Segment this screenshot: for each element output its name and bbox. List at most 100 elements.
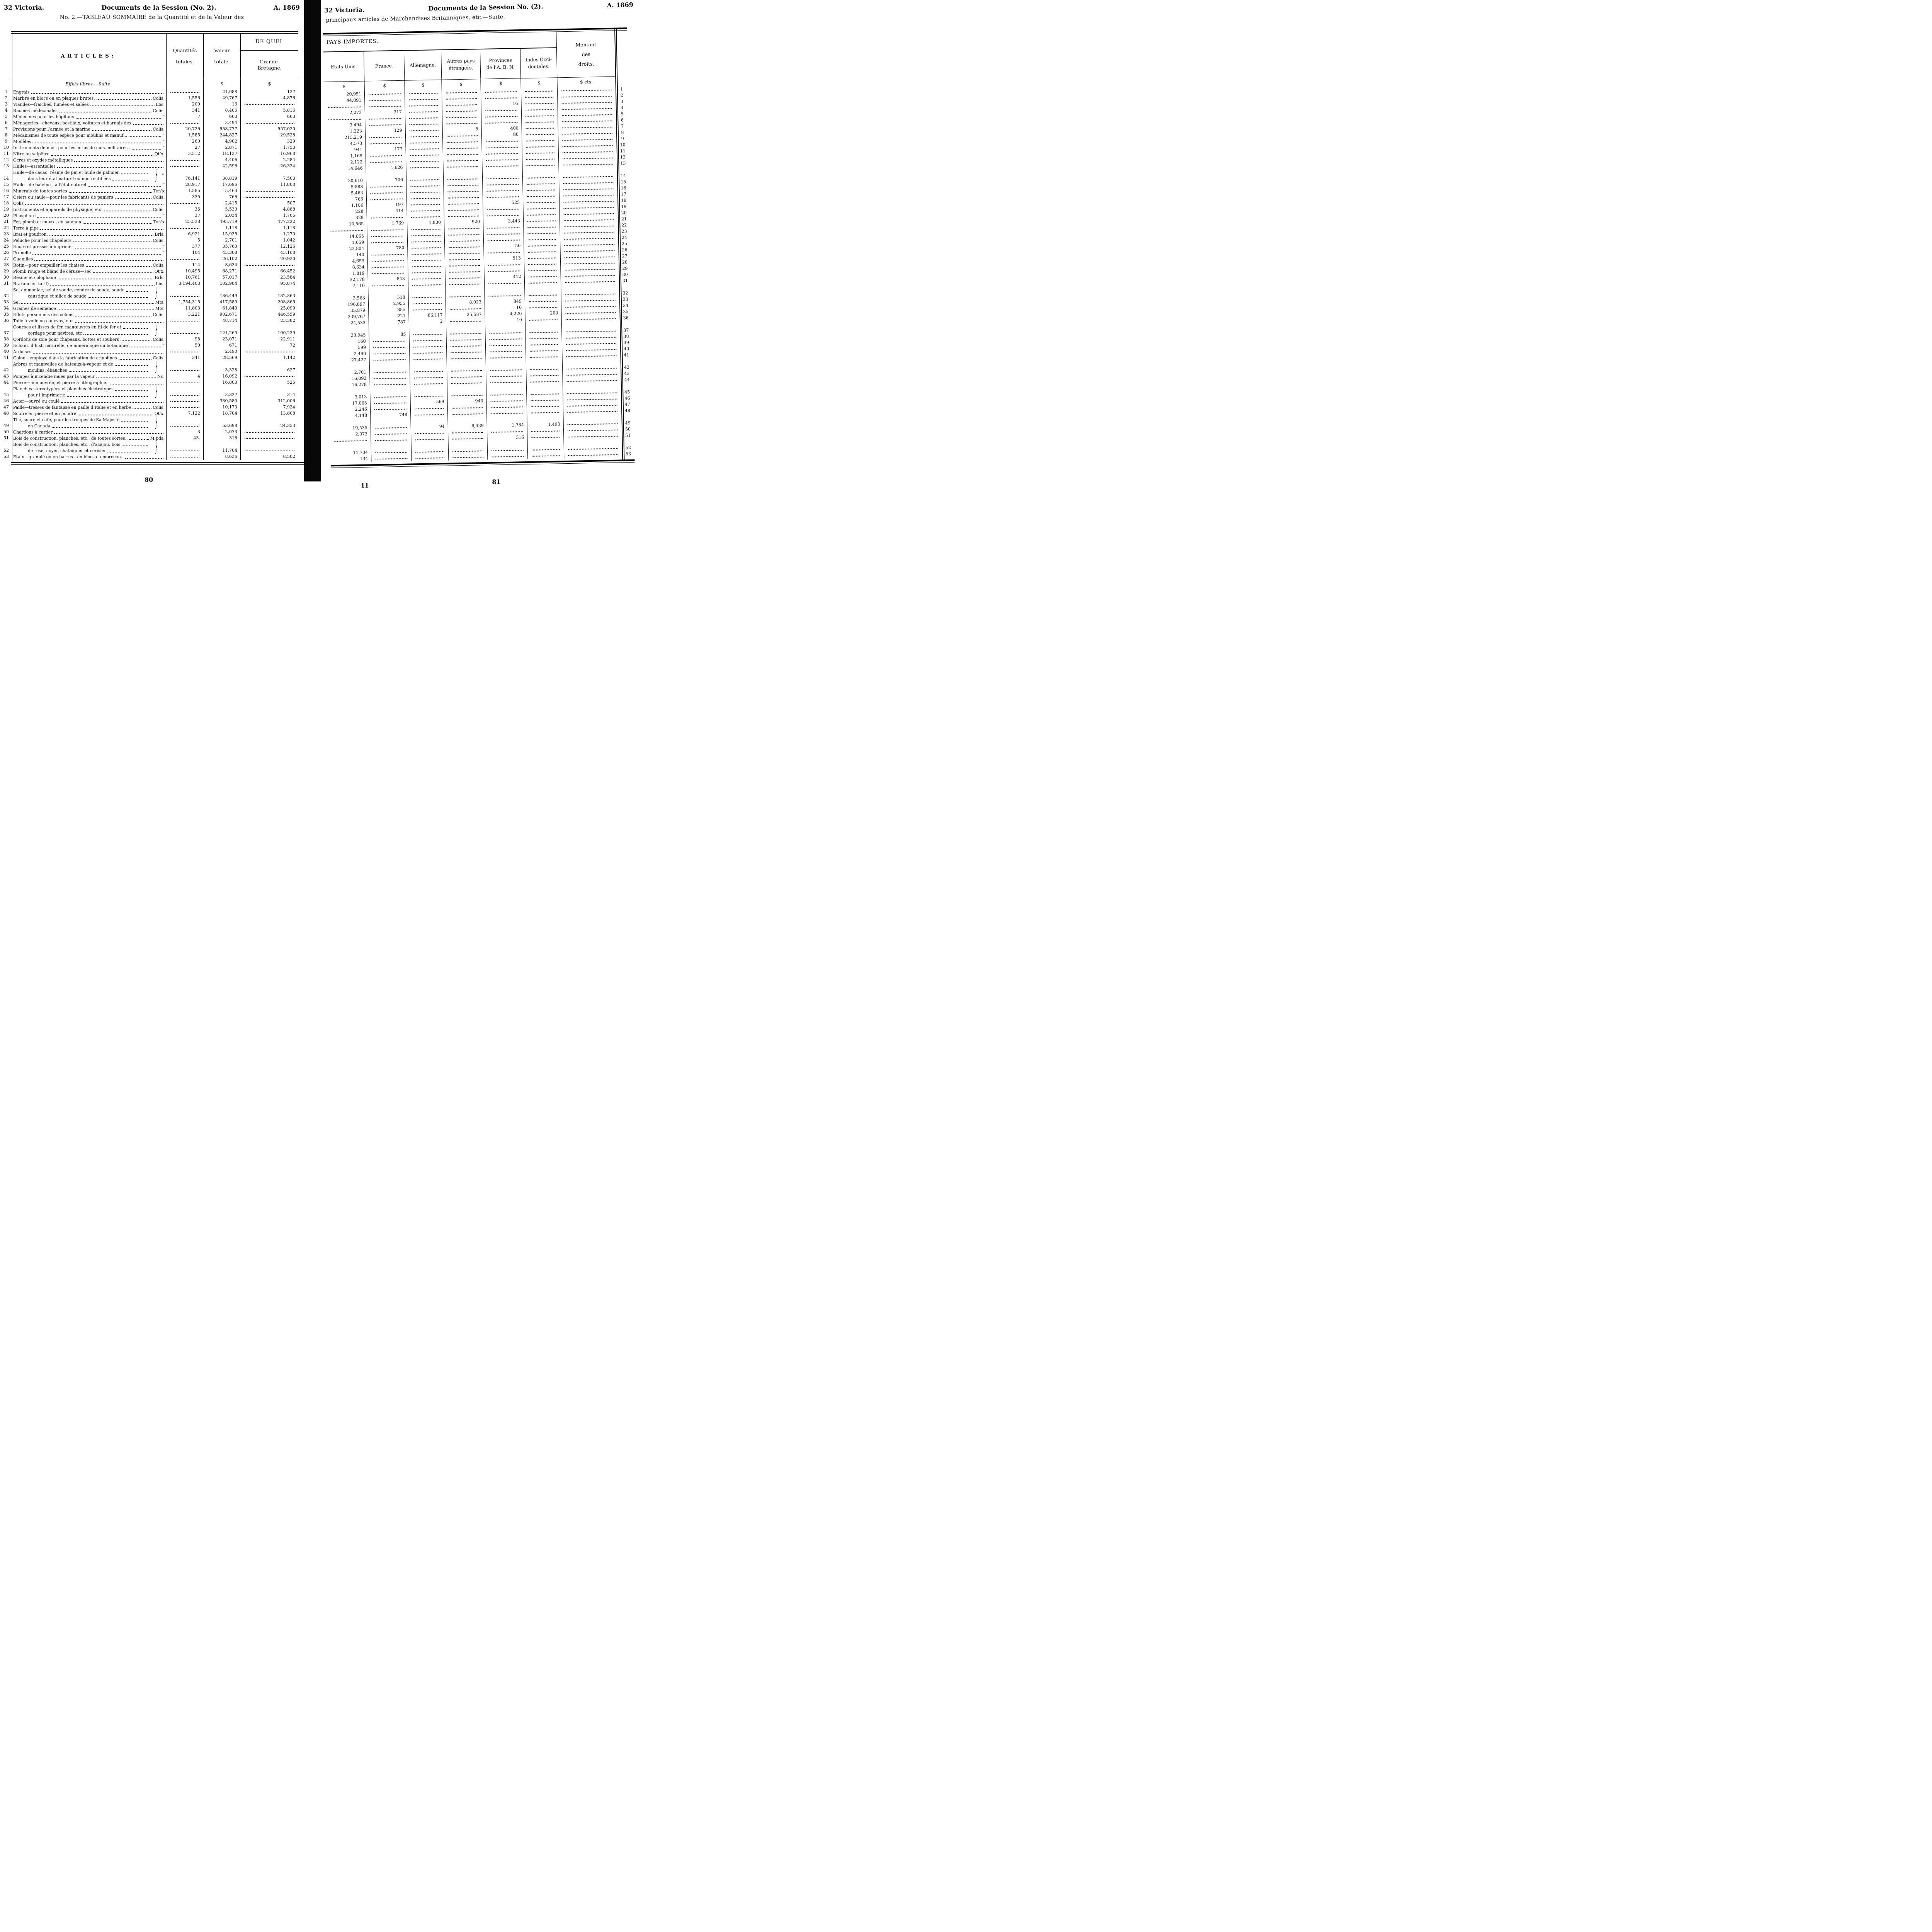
empty-dotted-cell — [405, 114, 442, 121]
dotted-leader — [452, 413, 483, 415]
dotted-leader — [414, 395, 444, 397]
dollar-cell: $ — [441, 79, 481, 90]
dotted-leader — [374, 402, 406, 404]
value-cell: 104 — [166, 250, 203, 256]
volume-label: 32 Victoria. — [4, 4, 44, 11]
dotted-leader — [57, 167, 163, 168]
empty-dotted-cell — [521, 112, 558, 119]
article-line: Fer, plomb et cuivre, en saumon Ton’x — [13, 219, 165, 225]
value-cell: 35 — [166, 206, 203, 213]
dotted-leader — [448, 209, 479, 211]
value-cell: 525 — [240, 379, 298, 386]
article-text: Instruments de mus. pour les corps de mu… — [13, 145, 130, 150]
empty-dotted-cell — [367, 251, 408, 258]
table-row: 12 Ocres et oxydes métalliques 4,406 2,284 — [2, 157, 298, 163]
dotted-leader — [415, 439, 444, 440]
empty-dotted-cell — [445, 262, 484, 269]
dotted-leader — [415, 451, 445, 453]
value-cell: 18,704 — [203, 410, 240, 417]
table-title-left: No. 2.—TABLEAU SOMMAIRE de la Quantité e… — [60, 14, 244, 20]
empty-dotted-cell — [483, 236, 524, 243]
empty-dotted-cell — [520, 87, 558, 95]
value-cell: 663 — [240, 114, 298, 120]
article-text: caustique et silice de soude — [28, 294, 87, 299]
empty-dotted-cell — [367, 263, 408, 270]
dotted-leader — [526, 152, 554, 154]
value-cell: 19,535 — [352, 425, 367, 431]
col-header-indes-occidentales: Indes Occi- dentales. — [520, 48, 557, 78]
dotted-leader — [487, 227, 520, 229]
dotted-leader — [170, 370, 199, 371]
articles-cell: Soufre en pierre et en poudre Qt’x. — [11, 410, 166, 417]
value-cell: 28,569 — [203, 355, 240, 361]
article-line: Prunelle “ — [13, 250, 165, 256]
empty-dotted-cell — [443, 194, 483, 201]
empty-dotted-cell — [444, 206, 483, 213]
empty-dotted-cell — [405, 108, 442, 115]
empty-dotted-cell — [483, 230, 524, 237]
dotted-leader — [447, 185, 479, 186]
table-row: 37 Courbes et lisses de fer, manœuvres en… — [2, 324, 298, 336]
article-line: dans leur état naturel ou non rectifiées — [13, 175, 165, 182]
col-header-grande-bretagne: Grande- Bretagne. — [257, 58, 282, 71]
empty-dotted-cell — [166, 89, 203, 95]
dotted-leader — [529, 307, 558, 308]
dollar-cts-cell: $ cts. — [557, 76, 616, 88]
value-cell: 15,935 — [203, 231, 240, 237]
empty-dotted-cell — [166, 349, 203, 355]
row-number: 23 — [3, 231, 9, 236]
empty-dotted-cell — [371, 442, 412, 456]
value-cell: 42,596 — [203, 163, 240, 169]
dotted-leader — [369, 155, 402, 157]
value-cell: 136,449 — [203, 287, 240, 299]
brace-glyph: } — [154, 169, 158, 182]
dotted-leader — [562, 151, 613, 153]
article-text: Marbre en blocs ou en plaques brutes. — [13, 96, 95, 101]
scanned-document-spread: 32 Victoria. Documents de la Session (No… — [0, 0, 641, 496]
empty-dotted-cell — [405, 102, 442, 109]
empty-dotted-cell — [405, 145, 443, 152]
brace-glyph: } — [154, 287, 158, 299]
value-cell: 7 — [166, 114, 203, 120]
empty-dotted-cell — [240, 373, 298, 379]
dotted-leader — [449, 259, 480, 260]
dotted-leader — [414, 383, 443, 385]
empty-dotted-cell — [443, 169, 483, 182]
dotted-leader — [528, 257, 556, 259]
dotted-leader — [491, 413, 523, 414]
dotted-leader — [375, 452, 408, 454]
value-cell: 244,827 — [203, 132, 240, 138]
dotted-leader — [489, 345, 522, 346]
empty-dotted-cell — [369, 362, 410, 376]
dotted-leader — [25, 204, 163, 205]
dotted-leader — [371, 260, 404, 262]
empty-dotted-cell — [367, 269, 408, 277]
empty-dotted-cell — [166, 225, 203, 231]
table-row: 13 Huiles—essentielles 42,596 26,324 — [2, 163, 298, 169]
article-line: Huile—de cacao, résine de pin et huile d… — [13, 169, 165, 175]
dotted-leader — [374, 378, 406, 379]
dotted-leader — [564, 238, 614, 240]
dotted-leader — [527, 220, 556, 222]
empty-dotted-cell — [526, 372, 563, 379]
dotted-leader — [372, 266, 404, 268]
dotted-leader — [85, 266, 152, 267]
empty-dotted-cell — [522, 155, 559, 163]
col-header-articles: ARTICLES: — [61, 53, 116, 59]
empty-dotted-cell — [558, 167, 617, 180]
dotted-leader — [170, 123, 199, 124]
value-cell: 12,126 — [240, 243, 298, 250]
empty-dotted-cell — [406, 213, 444, 220]
value-cell: 23,584 — [240, 274, 298, 281]
pays-importes-label: PAYS IMPORTES. — [326, 38, 379, 46]
table-row: 39 Echant. d’hist. naturelle, de minéralo… — [2, 342, 298, 349]
value-cell: 2,871 — [203, 145, 240, 151]
article-line: Bois de construction, planches, etc., de… — [13, 435, 165, 441]
dotted-leader — [449, 296, 481, 298]
article-text: Pierre—non ouvrée, et pierre à lithograp… — [13, 380, 108, 385]
dotted-leader — [568, 454, 619, 456]
dotted-leader — [488, 270, 520, 272]
dotted-leader — [487, 215, 519, 216]
articles-cell: Etain—granulé ou en barres—en blocs ou m… — [11, 454, 166, 460]
articles-cell: Marbre en blocs ou en plaques brutes. Col… — [11, 95, 166, 101]
